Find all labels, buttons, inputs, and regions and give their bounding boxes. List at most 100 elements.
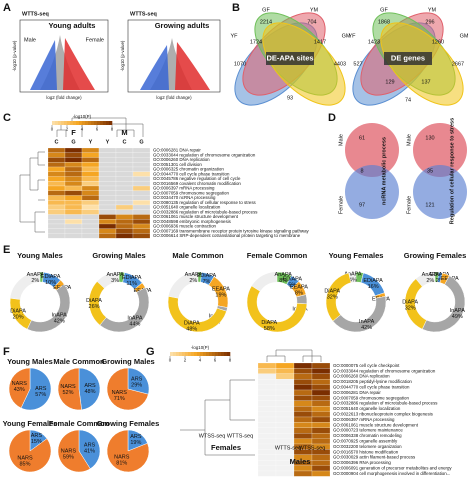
slice-value-label: 57%	[35, 392, 46, 398]
heatmap-cell	[81, 152, 100, 158]
slice-value-label: 59%	[63, 455, 74, 461]
heatmap-cell	[64, 200, 83, 206]
legend-tick-label: 4	[81, 127, 84, 132]
heatmap-cell	[115, 162, 134, 168]
legend-swatch	[194, 352, 198, 356]
go-term: GO:0006397 mRNA processing	[333, 417, 395, 422]
go-term: GO:0033044 regulation of chromosome orga…	[153, 152, 256, 157]
heatmap-cell	[132, 147, 151, 153]
legend-tick-label: 8	[229, 358, 232, 363]
heatmap-cell	[47, 152, 66, 158]
segment-value-label: 4%	[349, 278, 357, 284]
segment-value-label: 49%	[452, 314, 463, 320]
heatmap-cell	[115, 152, 134, 158]
legend-swatch	[182, 352, 186, 356]
heatmap-cell	[311, 406, 331, 412]
heatmap-cell	[275, 400, 295, 407]
heatmap-cell	[293, 465, 313, 472]
heatmap-cell	[275, 379, 295, 385]
venn-count: 137	[421, 79, 430, 85]
donut-segment	[325, 272, 352, 322]
plot-title: Growing adults	[155, 21, 210, 30]
heatmap-cell	[257, 443, 277, 450]
slice-label: NARS	[112, 390, 128, 396]
segment-label: DiAPA	[261, 320, 277, 326]
heatmap-cell	[81, 233, 100, 239]
heatmap-cell	[47, 228, 66, 234]
go-term: GO:0061061 muscle structure development	[333, 422, 419, 427]
slice-label: NARS	[61, 449, 77, 455]
segment-label: EDiAPA	[430, 272, 450, 278]
heatmap-cell	[115, 228, 134, 234]
heatmap-cell	[64, 209, 83, 215]
heatmap-cell	[293, 433, 313, 439]
heatmap-cell	[81, 228, 100, 234]
legend-swatch	[176, 352, 180, 356]
venn-count: 4403	[334, 61, 346, 67]
legend-swatch	[85, 121, 89, 125]
go-term: GO:0006091 generation of precursor metab…	[333, 465, 452, 470]
heatmap-cell	[115, 190, 134, 196]
heatmap-cell	[257, 411, 277, 418]
heatmap-cell	[132, 200, 151, 206]
legend-swatch	[209, 352, 213, 356]
chart-title: Male Common	[53, 357, 105, 366]
venn-count: 527	[353, 61, 362, 67]
heatmap-cell	[293, 368, 313, 374]
set-label: YM	[428, 7, 437, 13]
legend-swatch	[70, 121, 74, 125]
heatmap-cell	[132, 171, 151, 177]
heatmap-cell	[293, 373, 313, 380]
heatmap-cell	[293, 362, 313, 369]
chart-title: Female Common	[247, 251, 308, 260]
column-label: WTSS-seq	[199, 433, 226, 439]
heatmap-cell	[257, 362, 277, 369]
venn-count: 704	[307, 19, 316, 25]
go-term: GO:0006281 DNA repair	[153, 148, 201, 153]
panel-label: D	[328, 112, 336, 124]
heatmap-cell	[275, 368, 295, 374]
chart-title: Growing Males	[101, 357, 154, 366]
heatmap-cell	[132, 185, 151, 191]
venn-count: 1724	[250, 39, 262, 45]
heatmap-cell	[64, 166, 83, 172]
go-term: GO:0006936 muscle contraction	[153, 224, 217, 229]
segment-value-label: 42%	[361, 325, 372, 331]
heatmap-cell	[64, 185, 83, 191]
volcano-cloud	[30, 40, 57, 90]
pie-slice	[127, 367, 150, 395]
heatmap-cell	[98, 157, 117, 163]
heatmap-cell	[132, 157, 151, 163]
heatmap-cell	[98, 204, 117, 210]
segment-value-label: 32%	[327, 295, 338, 301]
legend-swatch	[185, 352, 189, 356]
heatmap-cell	[311, 422, 331, 428]
legend-swatch	[61, 121, 65, 125]
heatmap-cell	[275, 411, 295, 418]
heatmap-cell	[311, 400, 331, 407]
venn-count: 296	[425, 19, 434, 25]
chart-title: Male Common	[172, 251, 224, 260]
heatmap-cell	[275, 362, 295, 369]
slice-value-label: 71%	[114, 396, 125, 402]
segment-label: AnAPA	[185, 272, 203, 278]
venn-count: 130	[425, 135, 434, 141]
heatmap-cell	[115, 204, 134, 210]
group-label: Males	[290, 457, 311, 466]
group-label: F	[71, 128, 76, 137]
heatmap-cell	[64, 171, 83, 177]
heatmap-cell	[275, 373, 295, 380]
segment-label: DiAPA	[184, 321, 200, 327]
go-term: GO:0032886 regulation of microtubule-bas…	[333, 401, 438, 406]
go-term: GO:0006397 mRNA processing	[153, 186, 215, 191]
center-label: DE genes	[391, 53, 425, 62]
legend-swatch	[88, 121, 92, 125]
go-term: GO:0006260 DNA replication	[153, 157, 210, 162]
heatmap-cell	[115, 147, 134, 153]
heatmap-cell	[98, 214, 117, 220]
heatmap-cell	[275, 389, 295, 396]
pie-slice	[8, 367, 31, 409]
segment-value-label: 7%	[202, 279, 210, 285]
heatmap-cell	[64, 233, 83, 239]
heatmap-cell	[64, 214, 83, 220]
